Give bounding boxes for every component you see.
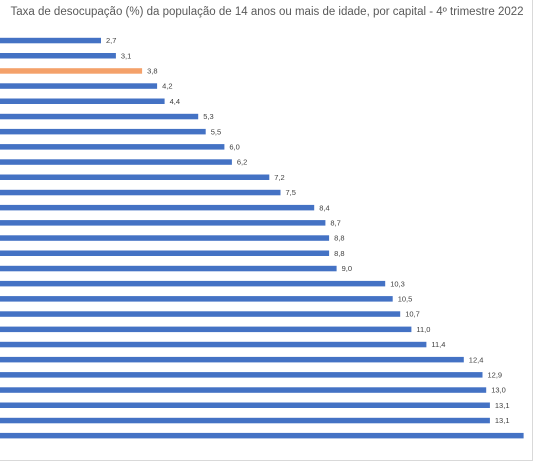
data-label-19: 11,0 <box>416 325 430 334</box>
bar-5 <box>0 113 199 120</box>
data-label-1: 3,1 <box>121 51 131 60</box>
chart-title: Taxa de desocupação (%) da população de … <box>10 6 524 18</box>
bar-7 <box>0 144 225 150</box>
bar-23 <box>0 387 487 393</box>
data-label-18: 10,7 <box>405 310 420 319</box>
data-label-9: 7,2 <box>274 173 284 182</box>
bar-3 <box>0 83 158 89</box>
bar-19 <box>0 326 412 333</box>
data-label-0: 2,7 <box>106 36 116 45</box>
bar-15 <box>0 265 337 272</box>
bar-11 <box>0 204 315 211</box>
bar-22 <box>0 372 483 378</box>
data-label-7: 6,0 <box>229 143 239 152</box>
data-label-23: 13,0 <box>491 386 506 395</box>
data-label-12: 8,7 <box>330 219 340 228</box>
data-label-16: 10,3 <box>390 279 405 288</box>
data-label-10: 7,5 <box>286 188 296 197</box>
bar-8 <box>0 159 232 165</box>
bar-25 <box>0 417 490 424</box>
data-label-5: 5,3 <box>203 112 213 121</box>
bar-0 <box>0 37 101 44</box>
bar-4 <box>0 98 165 104</box>
bar-9 <box>0 174 270 180</box>
data-label-13: 8,8 <box>334 234 344 243</box>
bar-21 <box>0 356 464 363</box>
data-label-25: 13,1 <box>495 416 510 425</box>
bar-13 <box>0 235 330 241</box>
data-label-8: 6,2 <box>237 158 247 167</box>
data-label-24: 13,1 <box>495 401 510 410</box>
data-label-11: 8,4 <box>319 203 329 212</box>
data-label-6: 5,5 <box>211 127 221 136</box>
bar-20 <box>0 341 427 348</box>
bar-17 <box>0 296 393 302</box>
data-label-17: 10,5 <box>398 295 413 304</box>
bar-18 <box>0 311 401 317</box>
bar-12 <box>0 220 326 226</box>
data-label-4: 4,4 <box>170 97 180 106</box>
bar-6 <box>0 128 206 135</box>
bar-26 <box>0 432 524 439</box>
data-label-21: 12,4 <box>469 355 484 364</box>
data-label-15: 9,0 <box>342 264 352 273</box>
bar-24 <box>0 402 490 408</box>
data-label-3: 4,2 <box>162 82 172 91</box>
data-label-22: 12,9 <box>488 371 503 380</box>
data-label-2: 3,8 <box>147 67 157 76</box>
data-label-20: 11,4 <box>431 340 445 349</box>
data-label-14: 8,8 <box>334 249 344 258</box>
bar-2 <box>0 68 143 74</box>
bar-10 <box>0 189 281 196</box>
bar-14 <box>0 250 330 256</box>
bar-16 <box>0 280 386 287</box>
bar-1 <box>0 53 116 59</box>
